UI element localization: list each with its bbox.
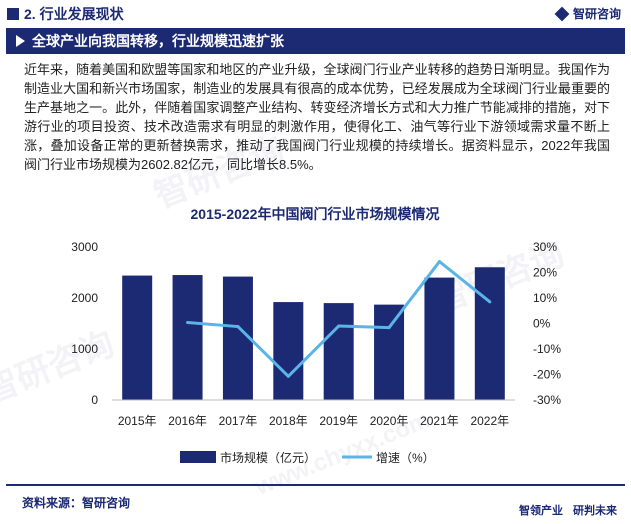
y-left-tick-label: 0 (91, 393, 98, 407)
market-size-chart: 2015-2022年中国阀门行业市场规模情况 0 1000 2000 3000 -30% -… (71, 206, 561, 465)
slogan: 智领产业 研判未来 (519, 502, 617, 518)
x-tick-label: 2020年 (370, 414, 409, 428)
bar (474, 267, 505, 400)
y-right-tick-label: 10% (533, 291, 557, 305)
x-tick-label: 2017年 (219, 414, 258, 428)
body-paragraph: 近年来，随着美国和欧盟等国家和地区的产业升级，全球阀门行业产业转移的趋势日渐明显… (24, 62, 610, 172)
bar (122, 275, 153, 400)
section-marker-icon (7, 8, 19, 20)
y-left-tick-label: 3000 (71, 240, 98, 254)
growth-point (337, 324, 341, 328)
growth-point (488, 300, 492, 304)
x-tick-label: 2018年 (269, 414, 308, 428)
x-tick-label: 2015年 (118, 414, 157, 428)
y-right-tick-label: 0% (533, 317, 551, 331)
slogan-2: 研判未来 (573, 505, 617, 517)
bar (424, 277, 455, 400)
bar (273, 302, 304, 400)
section-title: 2. 行业发展现状 (24, 6, 124, 22)
growth-point (286, 374, 290, 378)
legend-bar-swatch (180, 451, 216, 463)
brand-name: 智研咨询 (572, 7, 621, 21)
y-right-tick-label: -10% (533, 342, 561, 356)
growth-point (236, 325, 240, 329)
x-tick-label: 2021年 (420, 414, 459, 428)
y-right-tick-label: 30% (533, 240, 557, 254)
x-tick-label: 2016年 (168, 414, 207, 428)
bar (374, 304, 405, 400)
x-tick-label: 2019年 (319, 414, 358, 428)
y-right-tick-label: -20% (533, 368, 561, 382)
footer-divider (6, 484, 625, 486)
chart-title: 2015-2022年中国阀门行业市场规模情况 (191, 206, 440, 222)
growth-point (387, 326, 391, 330)
y-left-tick-label: 1000 (71, 342, 98, 356)
growth-point (186, 320, 190, 324)
y-left-tick-label: 2000 (71, 291, 98, 305)
bar (172, 275, 203, 400)
diamond-logo-icon (554, 6, 570, 21)
bar (323, 303, 354, 400)
banner: 全球产业向我国转移，行业规模迅速扩张 (6, 28, 625, 54)
y-right-tick-label: 20% (533, 266, 557, 280)
legend-line-label: 增速（%） (376, 451, 435, 465)
x-tick-label: 2022年 (470, 414, 509, 428)
y-right-tick-label: -30% (533, 393, 561, 407)
top-header: 2. 行业发展现状 智研咨询 (0, 0, 631, 28)
brand: 智研咨询 (554, 5, 621, 22)
legend-bar-label: 市场规模（亿元） (220, 450, 316, 465)
growth-point (437, 260, 441, 264)
source-note: 资料来源：智研咨询 (22, 496, 131, 510)
banner-title: 全球产业向我国转移，行业规模迅速扩张 (32, 33, 284, 49)
slogan-1: 智领产业 (519, 505, 563, 517)
triangle-play-icon (16, 35, 25, 47)
